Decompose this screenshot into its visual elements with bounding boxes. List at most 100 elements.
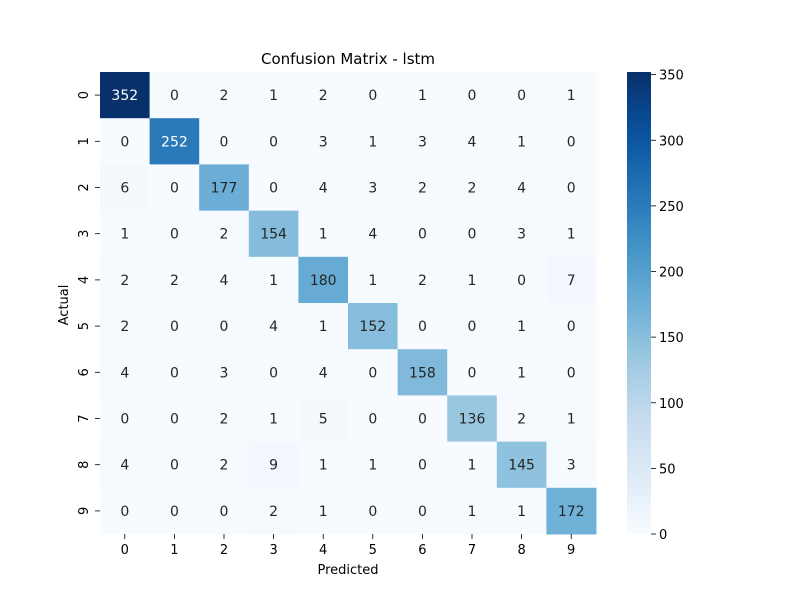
x-tick-label-7: 7	[468, 543, 476, 558]
x-tick-label-0: 0	[121, 543, 129, 558]
cell-value-3-0: 1	[120, 227, 129, 243]
y-tick-label-2: 2	[77, 183, 92, 191]
heatmap-cell-6-4	[298, 349, 349, 396]
heatmap-cell-5-0	[100, 303, 151, 350]
cell-value-0-2: 2	[220, 88, 229, 104]
heatmap-cell-4-6	[397, 256, 448, 304]
heatmap-cell-1-9	[546, 118, 597, 165]
cell-value-6-9: 0	[567, 365, 576, 381]
colorbar: 0 50 100 150 200 250 300 350	[627, 69, 684, 543]
heatmap-cell-1-3	[248, 118, 299, 165]
cell-value-8-7: 1	[468, 458, 477, 474]
heatmap-cell-1-4	[298, 118, 349, 165]
y-tick-label-9: 9	[77, 507, 92, 515]
cell-value-3-1: 0	[170, 227, 179, 243]
heatmap-cell-4-4	[298, 256, 349, 304]
y-axis-label: Actual	[57, 285, 72, 326]
cell-value-2-9: 0	[567, 181, 576, 197]
colorbar-tick-label-0: 0	[659, 528, 667, 543]
heatmap-cell-2-5	[348, 164, 399, 212]
cell-value-8-9: 3	[567, 458, 576, 474]
heatmap-cell-2-3	[248, 164, 299, 212]
cell-value-7-5: 0	[368, 412, 377, 428]
heatmap-cell-0-6	[397, 72, 448, 119]
x-tick-label-3: 3	[269, 543, 277, 558]
cell-value-6-2: 3	[220, 365, 229, 381]
cell-value-6-0: 4	[120, 365, 129, 381]
cell-value-1-3: 0	[269, 134, 278, 150]
heatmap-cell-3-3	[248, 210, 299, 258]
cell-value-8-3: 9	[269, 458, 278, 474]
cell-value-8-0: 4	[120, 458, 129, 474]
cell-value-9-6: 0	[418, 504, 427, 520]
cell-value-0-7: 0	[468, 88, 477, 104]
cell-value-0-3: 1	[269, 88, 278, 104]
heatmap-cell-3-9	[546, 210, 597, 258]
cell-value-7-0: 0	[120, 412, 129, 428]
heatmap-cell-0-8	[496, 72, 547, 119]
cell-value-9-9: 172	[558, 504, 585, 520]
heatmap-cell-3-8	[496, 210, 547, 258]
y-tick-label-5: 5	[77, 322, 92, 330]
x-tick-label-6: 6	[418, 543, 426, 558]
cell-value-1-1: 252	[161, 134, 188, 150]
heatmap-cell-0-2	[199, 72, 250, 119]
heatmap-cell-9-1	[149, 487, 200, 535]
cell-value-2-6: 2	[418, 181, 427, 197]
heatmap-cell-0-1	[149, 72, 200, 119]
cell-value-4-5: 1	[368, 273, 377, 289]
heatmap-cell-6-8	[496, 349, 547, 396]
cell-value-6-5: 0	[368, 365, 377, 381]
heatmap-cell-6-5	[348, 349, 399, 396]
cell-value-0-8: 0	[517, 88, 526, 104]
chart-title: Confusion Matrix - lstm	[261, 50, 435, 68]
heatmap-cell-9-5	[348, 487, 399, 535]
heatmap-cell-3-1	[149, 210, 200, 258]
cell-value-1-2: 0	[220, 134, 229, 150]
cell-value-8-6: 0	[418, 458, 427, 474]
cell-value-0-0: 352	[111, 88, 138, 104]
cell-value-6-6: 158	[409, 365, 436, 381]
heatmap-cell-0-9	[546, 72, 597, 119]
heatmap-cell-8-8	[496, 441, 547, 489]
heatmap-cell-0-3	[248, 72, 299, 119]
cell-value-5-1: 0	[170, 319, 179, 335]
cell-value-5-5: 152	[359, 319, 386, 335]
heatmap-cell-4-2	[199, 256, 250, 304]
cell-value-2-7: 2	[468, 181, 477, 197]
heatmap-cell-8-2	[199, 441, 250, 489]
cell-value-4-9: 7	[567, 273, 576, 289]
heatmap-cell-6-2	[199, 349, 250, 396]
cell-value-1-6: 3	[418, 134, 427, 150]
cell-value-2-1: 0	[170, 181, 179, 197]
heatmap-cell-2-2	[199, 164, 250, 212]
heatmap-cell-0-5	[348, 72, 399, 119]
cell-value-9-5: 0	[368, 504, 377, 520]
heatmap-cell-9-7	[447, 487, 498, 535]
heatmap-cell-6-6	[397, 349, 448, 396]
heatmap-cell-9-6	[397, 487, 448, 535]
cell-value-1-8: 1	[517, 134, 526, 150]
cell-value-6-4: 4	[319, 365, 328, 381]
heatmap-cell-6-7	[447, 349, 498, 396]
y-tick-label-3: 3	[77, 230, 92, 238]
heatmap-cell-7-2	[199, 395, 250, 443]
heatmap-cell-4-7	[447, 256, 498, 304]
heatmap-cell-7-8	[496, 395, 547, 443]
cell-value-5-6: 0	[418, 319, 427, 335]
y-tick-label-6: 6	[77, 368, 92, 376]
x-axis-label: Predicted	[317, 563, 378, 578]
heatmap-cell-5-8	[496, 303, 547, 350]
cell-value-5-8: 1	[517, 319, 526, 335]
y-tick-label-4: 4	[77, 276, 92, 284]
heatmap-cell-0-0	[100, 72, 151, 119]
heatmap-cell-9-4	[298, 487, 349, 535]
cell-value-0-5: 0	[368, 88, 377, 104]
cell-value-9-2: 0	[220, 504, 229, 520]
cell-value-1-7: 4	[468, 134, 477, 150]
cell-value-7-7: 136	[459, 412, 486, 428]
heatmap-cell-0-7	[447, 72, 498, 119]
cell-value-4-8: 0	[517, 273, 526, 289]
heatmap-cell-3-7	[447, 210, 498, 258]
cell-value-4-0: 2	[120, 273, 129, 289]
